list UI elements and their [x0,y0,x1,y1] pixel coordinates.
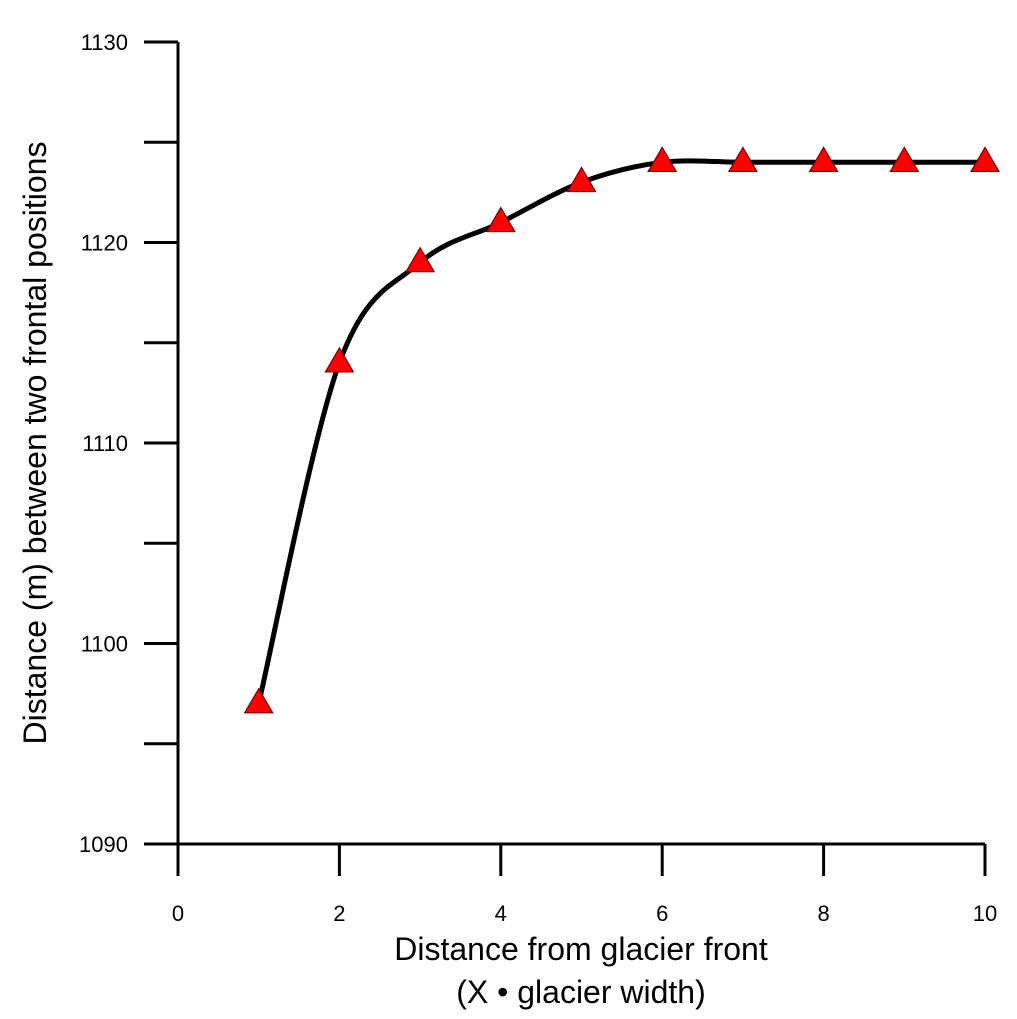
series-line [256,158,985,705]
y-axis-title: Distance (m) between two frontal positio… [17,142,53,745]
series-layer [243,146,1001,714]
data-point [243,687,274,714]
x-tick-label: 10 [973,901,997,926]
x-tick-label: 4 [495,901,507,926]
y-tick-label: 1130 [81,30,128,55]
y-tick-label: 1100 [81,632,128,657]
data-point [808,146,839,173]
x-tick-label: 2 [333,901,345,926]
data-point [324,346,355,373]
data-point [566,166,597,193]
y-tick-label: 1090 [79,832,128,857]
x-axis-title-line2: (X • glacier width) [456,974,706,1010]
y-tick-label: 1120 [81,231,128,256]
data-point [969,146,1001,173]
data-point [889,146,920,173]
x-tick-label: 0 [172,901,184,926]
x-axis-title-line1: Distance from glacier front [394,931,768,967]
y-tick-label: 1110 [82,431,128,456]
data-point [647,146,678,173]
x-tick-label: 6 [656,901,668,926]
data-point [405,246,436,273]
x-tick-label: 8 [817,901,829,926]
ticks: 1090 1100 1110 1120 1130 0 2 4 6 8 10 [79,30,997,926]
data-point [727,146,758,173]
data-point [485,206,516,233]
